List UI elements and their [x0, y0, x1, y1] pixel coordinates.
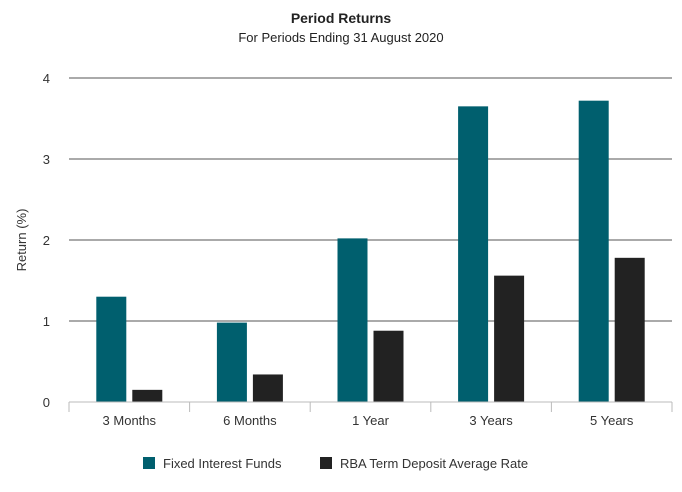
legend-label: RBA Term Deposit Average Rate — [340, 456, 528, 471]
bars — [96, 100, 645, 403]
legend: Fixed Interest Funds RBA Term Deposit Ave… — [143, 456, 528, 471]
legend-swatch — [320, 457, 332, 469]
y-tick-label: 1 — [43, 314, 50, 329]
x-tick-label: 3 Years — [469, 413, 513, 428]
y-tick-label: 2 — [43, 233, 50, 248]
x-tick-label: 5 Years — [590, 413, 634, 428]
bar — [578, 100, 609, 403]
bar — [373, 330, 404, 402]
bar — [252, 374, 283, 402]
bar — [614, 257, 645, 402]
x-tick-label: 3 Months — [103, 413, 157, 428]
x-axis: 3 Months 6 Months 1 Year 3 Years 5 Years — [68, 401, 673, 428]
y-axis-label: Return (%) — [14, 209, 29, 272]
bar — [216, 322, 247, 402]
gridlines: 0 1 2 3 4 — [43, 71, 672, 410]
legend-swatch — [143, 457, 155, 469]
x-tick-label: 1 Year — [352, 413, 390, 428]
chart-title: Period Returns — [291, 10, 392, 26]
bar — [337, 238, 368, 402]
bar — [132, 389, 163, 402]
bar — [96, 296, 127, 402]
y-tick-label: 3 — [43, 152, 50, 167]
chart-subtitle: For Periods Ending 31 August 2020 — [238, 30, 443, 45]
bar — [494, 275, 525, 402]
bar — [458, 106, 489, 402]
y-tick-label: 0 — [43, 395, 50, 410]
legend-label: Fixed Interest Funds — [163, 456, 282, 471]
x-tick-label: 6 Months — [223, 413, 277, 428]
y-tick-label: 4 — [43, 71, 50, 86]
